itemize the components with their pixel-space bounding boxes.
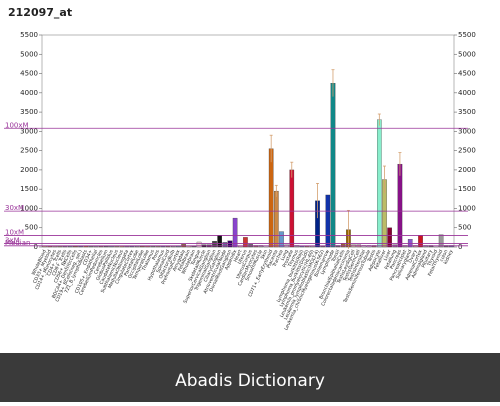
- bar: [274, 190, 279, 248]
- reference-label: 30xM: [5, 204, 24, 212]
- bar: [279, 231, 284, 248]
- y-tick-label: 4500: [20, 70, 38, 78]
- caption: Abadis Dictionary: [175, 371, 325, 391]
- x-tick-label: Liver: [383, 249, 393, 262]
- bar: [397, 163, 403, 248]
- bar: [114, 246, 119, 248]
- bar: [196, 241, 202, 248]
- y2-tick-label: 3500: [458, 108, 476, 116]
- bar: [88, 246, 94, 248]
- bar: [98, 246, 104, 248]
- reference-label: 10xM: [5, 228, 24, 236]
- bar: [165, 246, 171, 248]
- bar: [330, 83, 336, 248]
- bar: [83, 246, 89, 248]
- y2-tick-label: 5000: [458, 50, 476, 58]
- bar: [377, 119, 382, 248]
- y2-tick-label: 0: [458, 243, 462, 251]
- y2-tick-label: 500: [458, 224, 471, 232]
- bar: [227, 240, 233, 248]
- x-tick-label: Lung: [280, 249, 290, 262]
- bar: [155, 246, 161, 248]
- reference-label: Median: [5, 239, 30, 247]
- x-tick-label: Tonsil: [330, 249, 341, 264]
- x-tick-label: Ovary: [407, 249, 418, 264]
- bar: [268, 148, 274, 248]
- bar: [57, 246, 63, 248]
- reference-label: 100xM: [5, 121, 29, 129]
- bar: [418, 235, 423, 248]
- bar: [73, 246, 78, 248]
- caption-bar: [0, 353, 500, 402]
- bar: [387, 227, 392, 248]
- bar: [140, 246, 145, 248]
- y2-tick-label: 2000: [458, 166, 476, 174]
- bar: [52, 246, 58, 248]
- bar: [171, 246, 176, 248]
- bar: [191, 246, 197, 248]
- bar: [243, 237, 248, 248]
- bar: [119, 246, 125, 248]
- y-tick-label: 4000: [20, 89, 38, 97]
- bar: [134, 246, 140, 248]
- y2-tick-label: 3000: [458, 127, 476, 135]
- bar: [438, 234, 444, 248]
- bar: [217, 235, 222, 248]
- y2-tick-label: 1000: [458, 204, 476, 212]
- reference-label: 3xM: [5, 236, 20, 244]
- bar: [176, 246, 181, 248]
- y-tick-label: 3000: [20, 127, 38, 135]
- y-tick-label: 1500: [20, 185, 38, 193]
- y-tick-label: 2500: [20, 147, 38, 155]
- y2-tick-label: 4000: [458, 89, 476, 97]
- x-tick-label: Heart: [233, 249, 244, 263]
- y-tick-label: 0: [34, 243, 38, 251]
- y-tick-label: 1000: [20, 204, 38, 212]
- y-tick-label: 500: [25, 224, 38, 232]
- bar: [47, 246, 53, 248]
- y2-tick-label: 4500: [458, 70, 476, 78]
- bar: [160, 246, 166, 248]
- bar: [145, 246, 150, 248]
- y-tick-label: 3500: [20, 108, 38, 116]
- bar: [232, 217, 238, 248]
- x-tick-label: Pons: [151, 248, 161, 261]
- y2-tick-label: 2500: [458, 147, 476, 155]
- bar: [129, 246, 135, 248]
- x-tick-label: colon: [439, 249, 450, 263]
- bar: [93, 246, 99, 248]
- chart-title: 212097_at: [8, 6, 72, 19]
- bar: [104, 246, 109, 248]
- bar: [150, 246, 156, 248]
- bar: [124, 246, 130, 248]
- bar: [212, 241, 217, 248]
- bar: [62, 246, 68, 248]
- bar: [68, 246, 73, 248]
- bar: [325, 194, 331, 248]
- y-tick-label: 5500: [20, 31, 38, 39]
- bar: [109, 246, 114, 248]
- y2-tick-label: 5500: [458, 31, 476, 39]
- bar: [78, 246, 83, 248]
- y-tick-label: 2000: [20, 166, 38, 174]
- bar: [222, 242, 228, 248]
- x-tick-label: Skin: [260, 249, 270, 260]
- y-tick-label: 5000: [20, 50, 38, 58]
- plot-frame: [41, 34, 455, 248]
- y2-tick-label: 1500: [458, 185, 476, 193]
- x-tick-label: Testis: [366, 248, 377, 264]
